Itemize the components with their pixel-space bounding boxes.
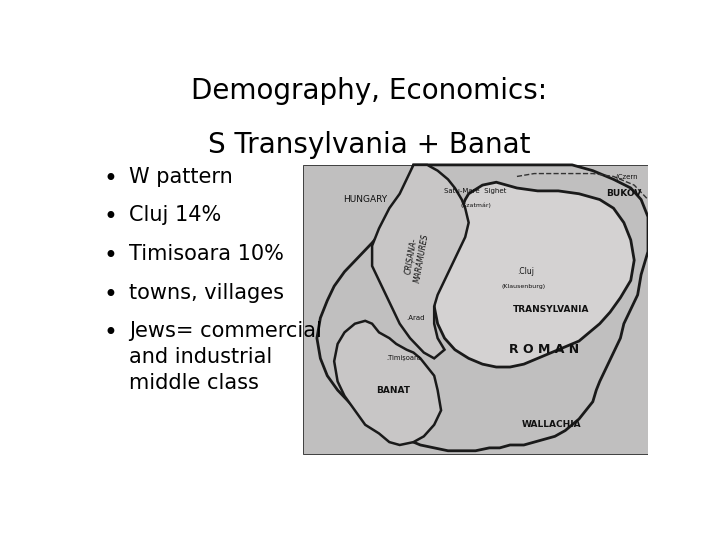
Text: CRIȘANA-
MARAMURES: CRIȘANA- MARAMURES (403, 231, 431, 284)
Text: .Timișoara: .Timișoara (386, 355, 420, 361)
Text: TRANSYLVANIA: TRANSYLVANIA (513, 305, 590, 314)
Polygon shape (434, 182, 634, 367)
Text: (Czern: (Czern (615, 173, 638, 180)
Text: BUKOV: BUKOV (606, 190, 641, 198)
Polygon shape (372, 165, 469, 359)
Text: .Arad: .Arad (407, 315, 425, 321)
Polygon shape (317, 165, 648, 451)
Text: W pattern: W pattern (129, 167, 233, 187)
Text: HUNGARY: HUNGARY (343, 195, 387, 204)
Text: S Transylvania + Banat: S Transylvania + Banat (208, 131, 530, 159)
Text: Cluj 14%: Cluj 14% (129, 205, 221, 225)
Text: (Klausenburg): (Klausenburg) (502, 284, 546, 289)
Text: Jews= commercial
and industrial
middle class: Jews= commercial and industrial middle c… (129, 321, 322, 393)
Text: Timisoara 10%: Timisoara 10% (129, 244, 284, 264)
Text: •: • (104, 205, 118, 229)
Text: R O M A N: R O M A N (510, 343, 580, 356)
Text: •: • (104, 321, 118, 346)
Text: towns, villages: towns, villages (129, 282, 284, 303)
Polygon shape (334, 321, 441, 445)
Text: •: • (104, 282, 118, 307)
Bar (303, 165, 648, 454)
Text: Satu-Mare  Sighet: Satu-Mare Sighet (444, 188, 507, 194)
Text: •: • (104, 244, 118, 268)
Text: •: • (104, 167, 118, 191)
Text: WALLACHIA: WALLACHIA (521, 420, 581, 429)
Text: (Szatmár): (Szatmár) (460, 202, 491, 208)
Text: Demography, Economics:: Demography, Economics: (191, 77, 547, 105)
Text: .Cluj: .Cluj (517, 267, 534, 276)
Text: BANAT: BANAT (376, 386, 410, 395)
